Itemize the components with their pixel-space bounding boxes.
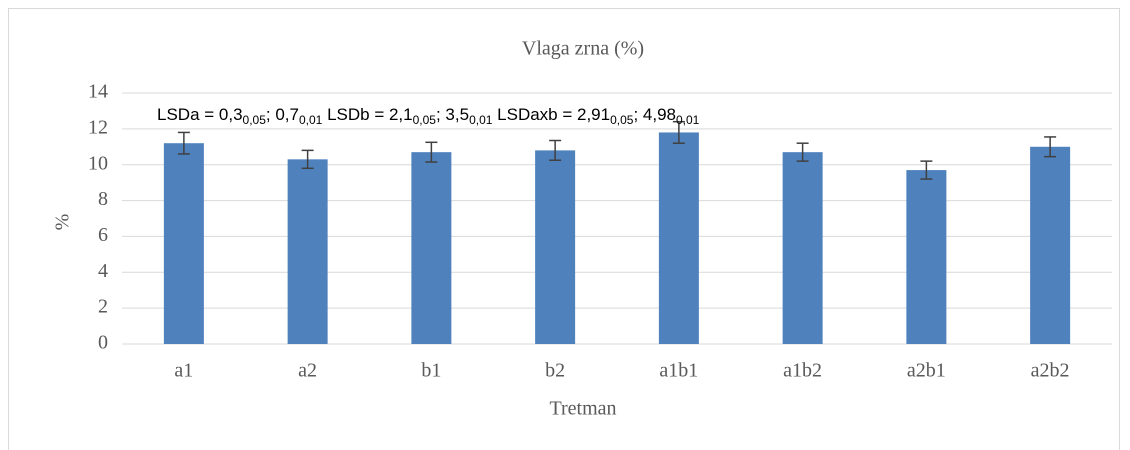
bar (1030, 146, 1071, 344)
y-tick-label: 0 (98, 332, 108, 354)
x-tick-label: a1 (174, 360, 193, 382)
annotation-text: ; 0,7 (266, 105, 299, 124)
error-bar (920, 160, 933, 180)
bar (287, 159, 328, 344)
x-tick-label: a1b2 (783, 360, 822, 382)
y-tick-label: 4 (98, 260, 108, 282)
error-bar (177, 131, 190, 155)
y-tick-label: 6 (98, 224, 108, 246)
y-tick-label: 14 (88, 81, 108, 103)
annotation-subscript: 0,05 (243, 113, 267, 127)
y-tick-label: 12 (88, 116, 108, 138)
x-tick-label: a2b2 (1031, 360, 1070, 382)
bar (658, 132, 699, 344)
x-tick-label: b2 (545, 360, 565, 382)
error-bar (1044, 136, 1057, 158)
annotation-text: LSDa = 0,3 (157, 105, 243, 124)
error-bar (425, 141, 438, 163)
x-tick-label: a2 (298, 360, 317, 382)
error-bar (796, 142, 809, 162)
error-bar (672, 120, 685, 144)
annotation: LSDa = 0,30,05; 0,70,01 LSDb = 2,10,05; … (157, 105, 700, 127)
annotation-text: LSDaxb = 2,91 (492, 105, 610, 124)
annotation-subscript: 0,01 (299, 113, 323, 127)
y-axis-label: % (52, 214, 74, 231)
error-bar (549, 139, 562, 161)
x-tick-label: b1 (421, 360, 441, 382)
bar (411, 152, 452, 344)
y-tick-label: 2 (98, 296, 108, 318)
annotation-text: ; 3,5 (436, 105, 469, 124)
annotation-subscript: 0,01 (676, 113, 700, 127)
bar (163, 143, 204, 344)
y-tick-label: 10 (88, 152, 108, 174)
x-axis-label: Tretman (549, 398, 616, 420)
annotation-subscript: 0,05 (610, 113, 634, 127)
error-bar (301, 149, 314, 170)
bar (782, 152, 823, 344)
x-tick-label: a1b1 (659, 360, 698, 382)
annotation-subscript: 0,05 (413, 113, 437, 127)
annotation-text: ; 4,98 (633, 105, 676, 124)
x-tick-label: a2b1 (907, 360, 946, 382)
y-tick-label: 8 (98, 188, 108, 210)
bar (906, 170, 947, 344)
bar (535, 150, 576, 344)
annotation-text: LSDb = 2,1 (322, 105, 412, 124)
chart-title: Vlaga zrna (%) (522, 38, 644, 60)
annotation-subscript: 0,01 (469, 113, 493, 127)
